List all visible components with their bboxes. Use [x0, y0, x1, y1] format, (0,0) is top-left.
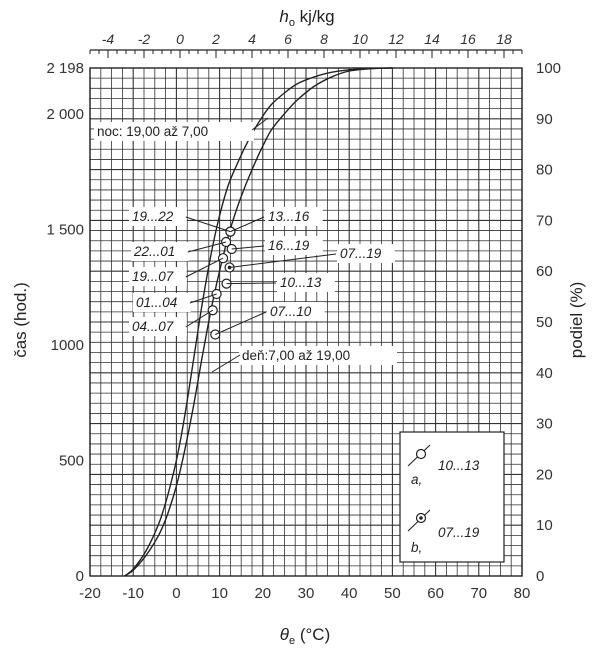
- x-tick-label: 60: [427, 585, 444, 602]
- top-tick-label: 2: [211, 31, 220, 47]
- legend-b-range: 07...19: [438, 525, 480, 540]
- y2-tick-label: 20: [536, 466, 553, 483]
- annotations: noc: 19,00 až 7,00 deň:7,00 až 19,00 19...…: [94, 117, 397, 373]
- x-tick-label: 70: [470, 585, 487, 602]
- curves: [124, 67, 393, 577]
- point-label-bg: [129, 267, 187, 286]
- x-tick-label: 80: [514, 585, 531, 602]
- top-tick-label: 8: [320, 31, 328, 47]
- x-tick-label: -10: [122, 585, 144, 602]
- point-leader: [185, 257, 224, 278]
- y-tick-label: 2 000: [46, 106, 84, 123]
- y2-tick-label: 100: [536, 60, 561, 77]
- point-leader: [226, 282, 277, 285]
- day-leader: [211, 354, 241, 373]
- y2-tick-label: 50: [536, 314, 553, 331]
- top-axis-title: ho kj/kg: [279, 7, 334, 29]
- point-label: 07...19: [340, 246, 382, 261]
- point-label: 07...10: [270, 304, 312, 319]
- y2-tick-label: 60: [536, 263, 553, 280]
- plot-border: [89, 67, 523, 577]
- night-label-bg: [94, 122, 254, 141]
- point-leader: [229, 253, 337, 268]
- point-label: 04...07: [132, 319, 174, 334]
- point-label-bg: [131, 242, 189, 261]
- y-tick-label: 1 500: [46, 221, 84, 238]
- point-label-bg: [265, 207, 323, 226]
- day-label-bg: [239, 346, 397, 365]
- legend-b-label: b,: [411, 540, 422, 555]
- point-label-bg: [337, 244, 395, 263]
- grid: [89, 67, 523, 577]
- point-leader: [185, 216, 231, 233]
- point-label-bg: [133, 293, 191, 312]
- y2-tick-label: 70: [536, 212, 553, 229]
- point-label: 10...13: [280, 275, 322, 290]
- top-tick-label: 18: [496, 31, 512, 47]
- point-leader: [187, 241, 227, 253]
- point-label: 19...07: [132, 269, 174, 284]
- point-label: 13...16: [268, 209, 310, 224]
- y-tick-label: 2 198: [46, 60, 84, 77]
- top-tick-label: 14: [424, 31, 440, 47]
- point-leader: [189, 293, 217, 304]
- legend-a-label: a,: [411, 472, 422, 487]
- day-curve: [124, 67, 393, 577]
- point-label: 22...01: [133, 244, 175, 259]
- y2-tick-label: 30: [536, 416, 553, 433]
- y2-tick-label: 10: [536, 517, 553, 534]
- top-tick-label: 16: [460, 31, 476, 47]
- x-tick-label: 30: [298, 585, 315, 602]
- point-label-bg: [267, 302, 325, 321]
- y-tick-label: 500: [59, 452, 84, 469]
- point-label-bg: [129, 317, 187, 336]
- x-axis-title: θe (°C): [280, 625, 330, 647]
- point-label: 16...19: [268, 238, 310, 253]
- point-label: 19...22: [132, 209, 174, 224]
- tick-labels: -20 -10 0 10 20 30 40 50 60 70 80-4 -2 0 2 4 6 8 10 12 14 16…: [46, 31, 561, 602]
- x-tick-label: 10: [211, 585, 228, 602]
- point-leader: [231, 245, 265, 250]
- point-label-bg: [265, 236, 323, 255]
- top-tick-label: -2: [138, 31, 151, 47]
- y-axis-title: čas (hod.): [11, 282, 30, 358]
- y2-tick-label: 0: [536, 568, 544, 585]
- y2-tick-label: 90: [536, 111, 553, 128]
- top-tick-label: 0: [176, 31, 184, 47]
- y2-tick-label: 40: [536, 365, 553, 382]
- x-tick-label: 40: [341, 585, 358, 602]
- legend-a-range: 10...13: [438, 458, 480, 473]
- x-tick-label: 20: [254, 585, 271, 602]
- point-leader: [215, 311, 267, 335]
- point-leader: [185, 309, 213, 328]
- point-label-bg: [129, 207, 187, 226]
- y2-axis-title: podiel (%): [567, 282, 586, 359]
- top-tick-label: 4: [248, 31, 256, 47]
- night-curve: [124, 67, 393, 577]
- point-label: 01...04: [136, 295, 177, 310]
- top-tick-label: 6: [284, 31, 292, 47]
- top-tick-label: -4: [102, 31, 115, 47]
- plot-frame: [89, 49, 523, 577]
- top-tick-label: 12: [388, 31, 404, 47]
- x-tick-label: 50: [384, 585, 401, 602]
- y-tick-label: 0: [76, 568, 84, 585]
- legend: a, 10...13 b, 07...19: [399, 431, 505, 563]
- top-tick-label: 10: [352, 31, 368, 47]
- x-tick-label: 0: [172, 585, 180, 602]
- y2-tick-label: 80: [536, 162, 553, 179]
- y-tick-label: 1000: [51, 337, 84, 354]
- legend-b-dot: [419, 516, 423, 520]
- day-label: deň:7,00 až 19,00: [242, 348, 350, 363]
- night-label: noc: 19,00 až 7,00: [97, 124, 208, 139]
- night-leader: [251, 117, 269, 131]
- point-label-bg: [277, 273, 335, 292]
- legend-a-marker: [415, 448, 427, 460]
- point-leader: [230, 216, 265, 233]
- x-tick-label: -20: [79, 585, 101, 602]
